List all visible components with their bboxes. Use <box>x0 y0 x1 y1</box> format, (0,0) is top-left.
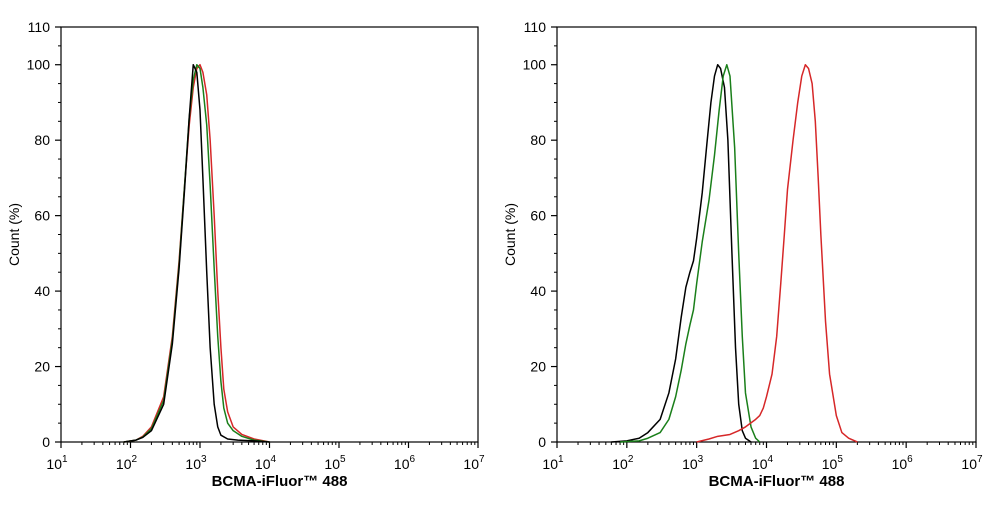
y-tick-label: 110 <box>524 19 547 35</box>
x-tick-exponent: 7 <box>977 454 983 465</box>
x-tick-exponent: 1 <box>558 454 564 465</box>
plot-frame <box>60 26 479 443</box>
x-tick-base: 10 <box>116 456 132 472</box>
x-tick-label: 107 <box>961 454 983 472</box>
x-tick-label: 104 <box>255 454 277 472</box>
histogram-series-line <box>123 63 270 443</box>
x-tick-label: 107 <box>463 454 485 472</box>
y-tick-label: 100 <box>523 57 547 73</box>
x-tick-label: 104 <box>752 454 774 472</box>
y-tick-label: 100 <box>27 57 51 73</box>
x-tick-exponent: 4 <box>271 454 277 465</box>
y-tick-label: 60 <box>530 208 546 224</box>
x-axis-title: BCMA-iFluor™ 488 <box>709 473 845 490</box>
x-tick-label: 101 <box>542 454 564 472</box>
histogram-series-line <box>123 63 270 443</box>
y-tick-label: 80 <box>34 132 50 148</box>
x-tick-exponent: 5 <box>340 454 346 465</box>
x-tick-base: 10 <box>892 456 908 472</box>
x-tick-base: 10 <box>394 456 410 472</box>
y-axis-title: Count (%) <box>6 203 22 266</box>
x-tick-exponent: 2 <box>628 454 634 465</box>
x-tick-exponent: 5 <box>837 454 843 465</box>
y-tick-label: 0 <box>42 434 50 450</box>
x-tick-base: 10 <box>961 456 977 472</box>
x-tick-label: 103 <box>185 454 207 472</box>
x-tick-label: 102 <box>116 454 138 472</box>
x-tick-label: 102 <box>612 454 634 472</box>
x-tick-exponent: 3 <box>698 454 704 465</box>
x-axis-title: BCMA-iFluor™ 488 <box>212 473 348 490</box>
y-tick-label: 0 <box>538 434 546 450</box>
x-tick-base: 10 <box>185 456 201 472</box>
x-tick-base: 10 <box>612 456 628 472</box>
x-tick-label: 106 <box>394 454 416 472</box>
histogram-series-line <box>123 63 270 443</box>
y-tick-label: 60 <box>34 208 50 224</box>
x-tick-exponent: 1 <box>62 454 68 465</box>
histogram-series-line <box>620 63 761 443</box>
x-tick-base: 10 <box>463 456 479 472</box>
x-tick-exponent: 6 <box>907 454 913 465</box>
y-tick-label: 40 <box>530 283 546 299</box>
x-tick-exponent: 4 <box>768 454 774 465</box>
x-tick-exponent: 2 <box>132 454 138 465</box>
x-tick-base: 10 <box>255 456 271 472</box>
x-tick-label: 105 <box>324 454 346 472</box>
x-tick-exponent: 7 <box>479 454 485 465</box>
x-tick-label: 101 <box>46 454 68 472</box>
x-tick-base: 10 <box>542 456 558 472</box>
y-tick-label: 20 <box>530 359 546 375</box>
x-tick-exponent: 6 <box>410 454 416 465</box>
histogram-series-line <box>611 63 752 443</box>
x-tick-label: 103 <box>682 454 704 472</box>
x-tick-base: 10 <box>752 456 768 472</box>
x-tick-base: 10 <box>324 456 340 472</box>
x-tick-base: 10 <box>822 456 838 472</box>
x-tick-base: 10 <box>682 456 698 472</box>
x-tick-base: 10 <box>46 456 62 472</box>
x-tick-label: 105 <box>822 454 844 472</box>
y-axis-title: Count (%) <box>502 203 518 266</box>
y-tick-label: 80 <box>530 132 546 148</box>
y-tick-label: 40 <box>34 283 50 299</box>
y-tick-label: 110 <box>28 19 51 35</box>
histogram-series-line <box>696 63 858 443</box>
x-tick-label: 106 <box>892 454 914 472</box>
x-tick-exponent: 3 <box>201 454 207 465</box>
plot-frame <box>556 26 977 443</box>
y-tick-label: 20 <box>34 359 50 375</box>
